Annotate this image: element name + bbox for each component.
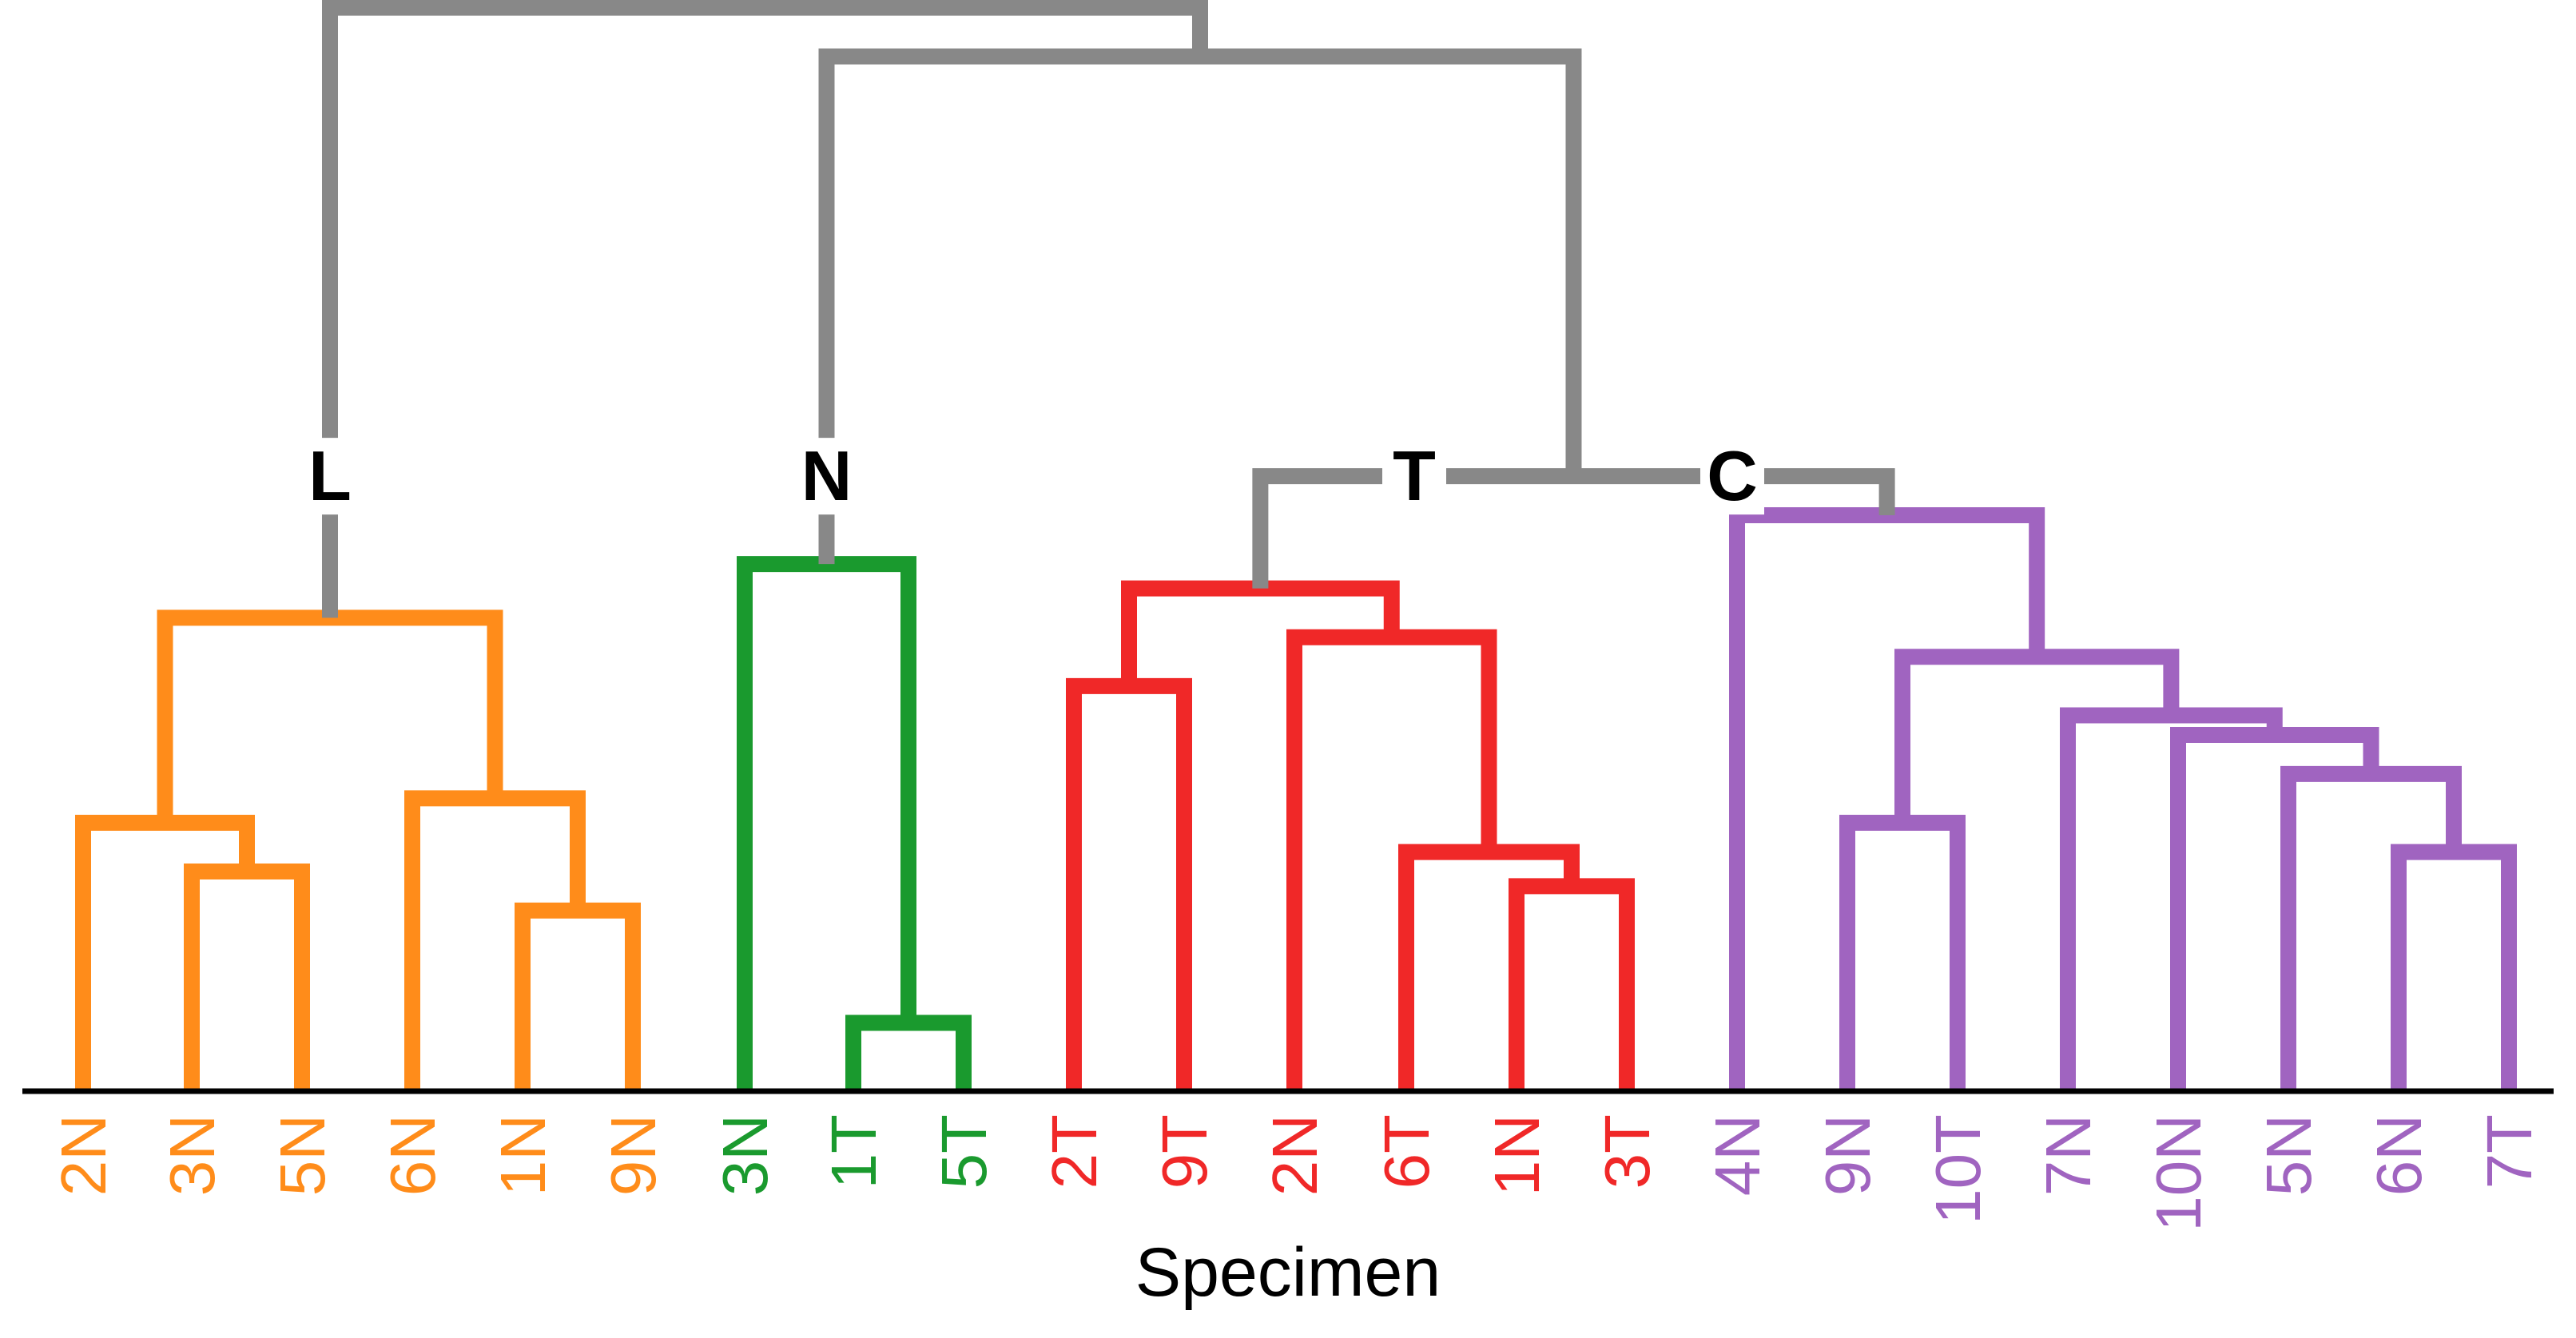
leaf-label: 5T (928, 1114, 1000, 1189)
branch-m18 (1894, 649, 2180, 823)
cluster-label-bg-L (298, 438, 362, 515)
branch-m11 (1286, 629, 1497, 1091)
leaf-label: 1N (1481, 1114, 1552, 1196)
leaf-label: 5N (2253, 1114, 2324, 1196)
cluster-label-bg-C (1700, 438, 1764, 515)
branch-m16 (2170, 726, 2379, 1091)
cluster-label-L: L (308, 436, 352, 515)
branch-m15 (2280, 765, 2462, 1091)
branch-m7 (737, 556, 916, 1091)
leaf-label: 1N (487, 1114, 559, 1196)
branch-m20 (1252, 468, 1895, 589)
leaf-label: 1T (818, 1114, 889, 1189)
leaf-label: 10N (2143, 1114, 2214, 1232)
branch-m6 (845, 1014, 972, 1091)
cluster-label-bg-N (794, 438, 859, 515)
leaf-label: 6T (1371, 1114, 1442, 1189)
cluster-label-C: C (1707, 436, 1758, 515)
leaf-label: 6N (2363, 1114, 2435, 1196)
leaf-label: 9T (1149, 1114, 1220, 1189)
cluster-label-T: T (1393, 436, 1436, 515)
branch-m13 (1839, 814, 1966, 1091)
leaf-label: 7N (2033, 1114, 2104, 1196)
branch-m2 (75, 814, 255, 1091)
branch-m19 (1729, 507, 2045, 1091)
branch-m22 (322, 0, 1208, 618)
x-axis-title: Specimen (1135, 1234, 1441, 1311)
branch-m8 (1066, 677, 1192, 1091)
leaf-label: 4N (1702, 1114, 1773, 1196)
cluster-label-N: N (801, 436, 853, 515)
dendrogram-branches (75, 0, 2517, 1091)
branch-m21 (818, 48, 1582, 565)
leaf-label: 3N (710, 1114, 781, 1196)
leaf-label: 10T (1922, 1114, 1994, 1225)
leaf-label: 6N (377, 1114, 448, 1196)
leaf-label: 2N (1259, 1114, 1330, 1196)
branch-m9 (1509, 878, 1635, 1091)
leaf-label: 2T (1039, 1114, 1110, 1189)
cluster-label-bg-T (1382, 438, 1446, 515)
branch-m4 (404, 790, 586, 1091)
leaf-label: 7T (2474, 1114, 2545, 1189)
leaf-label: 9N (1812, 1114, 1883, 1196)
leaf-labels: 2N 3N 5N 6N 1N 9N 3N 1T 5T 2T 9T 2N 6T 1N 3T 4N 9N 10T 7N 1… (48, 1114, 2545, 1232)
leaf-label: 2N (48, 1114, 119, 1196)
branch-m3 (515, 902, 641, 1091)
branch-m1 (184, 864, 310, 1091)
leaf-label: 9N (598, 1114, 669, 1196)
leaf-label: 3N (157, 1114, 228, 1196)
leaf-label: 5N (267, 1114, 338, 1196)
branch-m14 (2391, 844, 2517, 1091)
leaf-label: 3T (1592, 1114, 1663, 1189)
